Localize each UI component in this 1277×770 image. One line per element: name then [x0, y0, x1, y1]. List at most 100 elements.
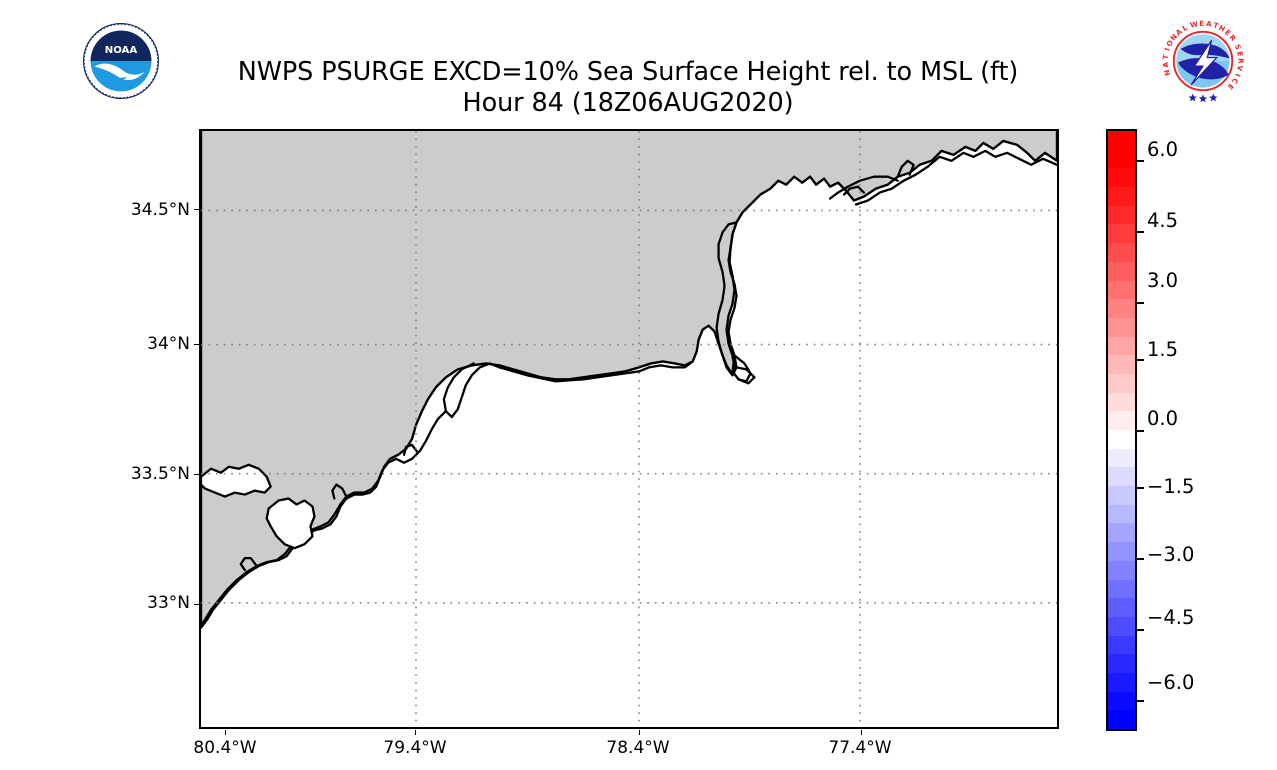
ytick-label-34.5N: 34.5°N — [130, 200, 190, 220]
colorbar-swatch-18 — [1108, 467, 1135, 487]
colorbar-swatch-23 — [1108, 560, 1135, 580]
inlet-edisto — [331, 483, 348, 500]
svg-text:E: E — [1226, 82, 1236, 92]
coast-beaufort — [201, 543, 294, 627]
colorbar-tick-4.5 — [1137, 231, 1144, 233]
colorbar-swatch-29 — [1108, 672, 1135, 692]
lake-marion — [201, 463, 272, 498]
colorbar-swatch-9 — [1108, 299, 1135, 318]
colorbar-tick--3.0 — [1137, 558, 1144, 560]
colorbar-swatch-21 — [1108, 523, 1135, 543]
xtick-mark-79.4W — [415, 730, 416, 735]
svg-text:E: E — [1223, 28, 1233, 38]
colorbar-swatch-5 — [1108, 224, 1135, 244]
lake-moultrie — [265, 497, 316, 550]
colorbar-swatch-28 — [1108, 654, 1135, 673]
noaa-logo-wordmark: NOAA — [105, 45, 138, 56]
noaa-logo: NOAA — [83, 23, 159, 99]
bald-head-island — [735, 366, 756, 385]
colorbar-swatch-22 — [1108, 542, 1135, 561]
colorbar-swatch-31 — [1108, 710, 1135, 729]
title-line-1: NWPS PSURGE EXCD=10% Sea Surface Height … — [237, 57, 1019, 87]
xtick-mark-78.4W — [639, 730, 640, 735]
colorbar-label--4.5: −4.5 — [1147, 606, 1195, 629]
colorbar-label--6.0: −6.0 — [1147, 671, 1195, 694]
colorbar-swatch-10 — [1108, 317, 1135, 337]
svg-text:S: S — [1233, 43, 1243, 51]
svg-text:W: W — [1189, 19, 1199, 30]
svg-text:E: E — [1199, 19, 1204, 28]
ytick-mark-33.5N — [194, 474, 199, 475]
cape-fear-river — [715, 221, 738, 377]
svg-text:T: T — [1212, 20, 1220, 30]
colorbar-swatch-12 — [1108, 355, 1135, 374]
colorbar-swatch-15 — [1108, 411, 1135, 430]
map-plot-area[interactable] — [199, 129, 1059, 729]
svg-text:H: H — [1217, 23, 1227, 34]
land-carolinas — [201, 131, 1057, 629]
svg-text:O: O — [1164, 39, 1175, 49]
ytick-mark-34N — [194, 344, 199, 345]
coast-outer-banks — [926, 149, 1057, 168]
colorbar-tick--6.0 — [1137, 700, 1144, 702]
xtick-label-77.4W: 77.4°W — [828, 738, 892, 758]
coast-bogue-banks — [828, 175, 899, 200]
colorbar-label--3.0: −3.0 — [1147, 543, 1195, 566]
colorbar-tick--1.5 — [1137, 487, 1144, 489]
svg-text:I: I — [1233, 72, 1242, 78]
xtick-label-78.4W: 78.4°W — [606, 738, 670, 758]
svg-text:A: A — [1174, 27, 1184, 38]
colorbar-tick-3.0 — [1137, 302, 1144, 304]
svg-text:C: C — [1230, 76, 1240, 85]
inlet-topsail — [842, 185, 866, 196]
colorbar-swatch-8 — [1108, 280, 1135, 300]
svg-text:E: E — [1235, 51, 1245, 58]
coastline-layer — [201, 149, 1057, 627]
ytick-label-33N: 33°N — [147, 593, 190, 613]
svg-text:V: V — [1235, 65, 1245, 73]
title-line-2: Hour 84 (18Z06AUG2020) — [462, 88, 794, 119]
colorbar-swatch-4 — [1108, 205, 1135, 225]
xtick-label-79.4W: 79.4°W — [383, 738, 447, 758]
colorbar-swatch-6 — [1108, 243, 1135, 262]
charleston-harbor — [371, 457, 414, 490]
svg-text:A: A — [1161, 61, 1171, 68]
colorbar-swatch-14 — [1108, 392, 1135, 412]
coast-brunswick — [637, 360, 694, 373]
colorbar-label-6.0: 6.0 — [1147, 138, 1179, 161]
gridline-layer — [201, 131, 1057, 727]
colorbar-tick-0.0 — [1137, 430, 1144, 432]
xtick-label-80.4W: 80.4°W — [193, 738, 257, 758]
colorbar-tick-1.5 — [1137, 359, 1144, 361]
colorbar-label-0.0: 0.0 — [1147, 407, 1179, 430]
colorbar-swatch-24 — [1108, 579, 1135, 599]
svg-text:L: L — [1181, 23, 1190, 33]
map-canvas — [201, 131, 1057, 727]
colorbar[interactable] — [1106, 129, 1137, 731]
coast-onslow-bay — [854, 165, 929, 206]
colorbar-swatch-0 — [1108, 131, 1135, 150]
nws-logo: N A T I O N A L W E A T H E R S E R V I … — [1161, 19, 1245, 104]
ytick-mark-33N — [194, 604, 199, 605]
svg-text:R: R — [1236, 58, 1245, 64]
colorbar-swatch-25 — [1108, 598, 1135, 617]
colorbar-swatch-19 — [1108, 486, 1135, 505]
colorbar-swatch-11 — [1108, 336, 1135, 356]
ytick-label-33.5N: 33.5°N — [130, 464, 190, 484]
coast-grand-strand — [498, 366, 641, 383]
svg-text:T: T — [1161, 54, 1170, 60]
colorbar-swatch-7 — [1108, 261, 1135, 281]
colorbar-swatch-17 — [1108, 448, 1135, 468]
svg-text:N: N — [1168, 32, 1179, 42]
ytick-mark-34.5N — [194, 209, 199, 210]
colorbar-tick-6.0 — [1137, 160, 1144, 162]
colorbar-label-4.5: 4.5 — [1147, 209, 1179, 232]
svg-text:A: A — [1206, 19, 1213, 29]
inlet-stono — [339, 487, 374, 506]
winyah-bay — [442, 362, 501, 419]
inlet-new-river — [896, 159, 915, 178]
chart-title-block: NWPS PSURGE EXCD=10% Sea Surface Height … — [168, 57, 1088, 119]
landmass-layer — [201, 131, 1057, 629]
inlet-bulls-bay — [402, 443, 420, 456]
ytick-label-34N: 34°N — [147, 334, 190, 354]
